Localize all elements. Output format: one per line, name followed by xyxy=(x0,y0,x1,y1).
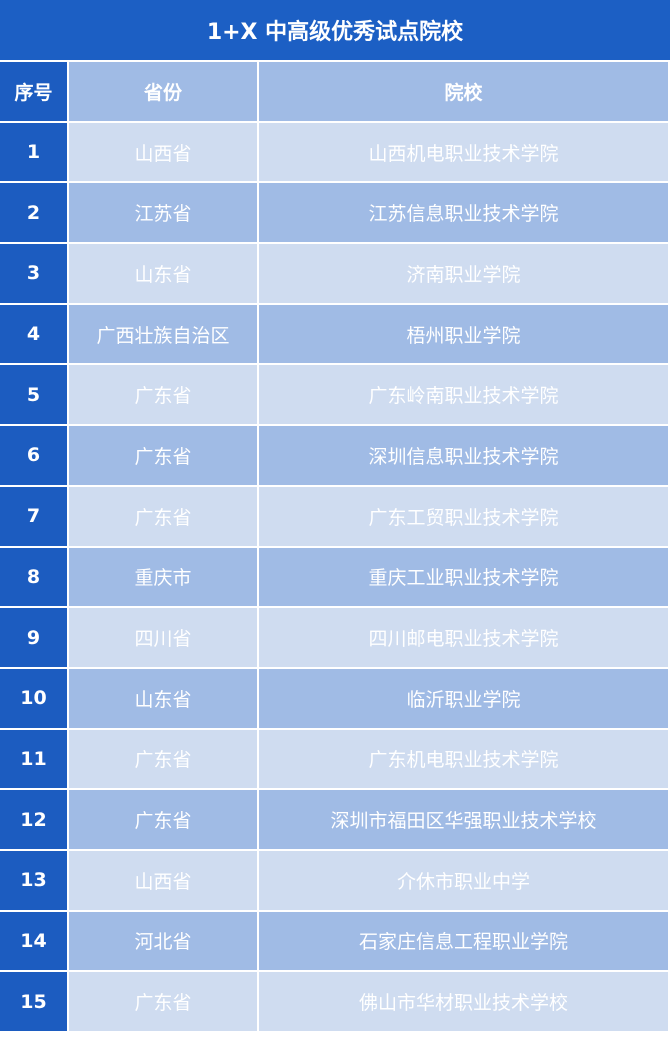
row-school: 广东工贸职业技术学院 xyxy=(259,486,668,546)
row-province: 广东省 xyxy=(69,486,257,546)
row-province: 广东省 xyxy=(69,365,257,425)
row-school: 梧州职业学院 xyxy=(259,304,668,364)
row-school: 江苏信息职业技术学院 xyxy=(259,183,668,243)
row-province: 河北省 xyxy=(69,911,257,971)
row-province: 四川省 xyxy=(69,608,257,667)
row-index: 1 xyxy=(0,122,67,182)
header-index: 序号 xyxy=(0,62,67,121)
row-school: 临沂职业学院 xyxy=(259,668,668,728)
row-index: 15 xyxy=(0,972,67,1031)
row-index: 7 xyxy=(0,486,67,546)
row-index: 8 xyxy=(0,547,67,607)
row-school: 广东岭南职业技术学院 xyxy=(259,365,668,425)
row-index: 2 xyxy=(0,183,67,243)
row-school: 广东机电职业技术学院 xyxy=(259,729,668,789)
header-province: 省份 xyxy=(69,62,257,121)
row-index: 6 xyxy=(0,426,67,485)
row-school: 佛山市华材职业技术学校 xyxy=(259,972,668,1031)
row-index: 4 xyxy=(0,304,67,364)
row-province: 山东省 xyxy=(69,244,257,303)
row-index: 5 xyxy=(0,365,67,425)
row-province: 重庆市 xyxy=(69,547,257,607)
row-school: 深圳市福田区华强职业技术学校 xyxy=(259,790,668,849)
row-index: 13 xyxy=(0,850,67,910)
row-school: 介休市职业中学 xyxy=(259,850,668,910)
row-province: 山西省 xyxy=(69,850,257,910)
schools-table: 序号 省份 院校 1 山西省 山西机电职业技术学院 2 江苏省 江苏信息职业技术学院 3 山东… xyxy=(0,62,668,1031)
row-school: 重庆工业职业技术学院 xyxy=(259,547,668,607)
row-index: 10 xyxy=(0,668,67,728)
row-school: 深圳信息职业技术学院 xyxy=(259,426,668,485)
row-school: 石家庄信息工程职业学院 xyxy=(259,911,668,971)
row-index: 14 xyxy=(0,911,67,971)
row-index: 12 xyxy=(0,790,67,849)
row-province: 广东省 xyxy=(69,790,257,849)
row-index: 9 xyxy=(0,608,67,667)
row-province: 广东省 xyxy=(69,729,257,789)
row-province: 广东省 xyxy=(69,426,257,485)
row-province: 广西壮族自治区 xyxy=(69,304,257,364)
row-index: 3 xyxy=(0,244,67,303)
row-school: 四川邮电职业技术学院 xyxy=(259,608,668,667)
row-province: 广东省 xyxy=(69,972,257,1031)
row-school: 济南职业学院 xyxy=(259,244,668,303)
row-province: 江苏省 xyxy=(69,183,257,243)
row-school: 山西机电职业技术学院 xyxy=(259,122,668,182)
row-province: 山西省 xyxy=(69,122,257,182)
table-title: 1+X 中高级优秀试点院校 xyxy=(0,0,670,60)
row-index: 11 xyxy=(0,729,67,789)
header-school: 院校 xyxy=(259,62,668,121)
row-province: 山东省 xyxy=(69,668,257,728)
